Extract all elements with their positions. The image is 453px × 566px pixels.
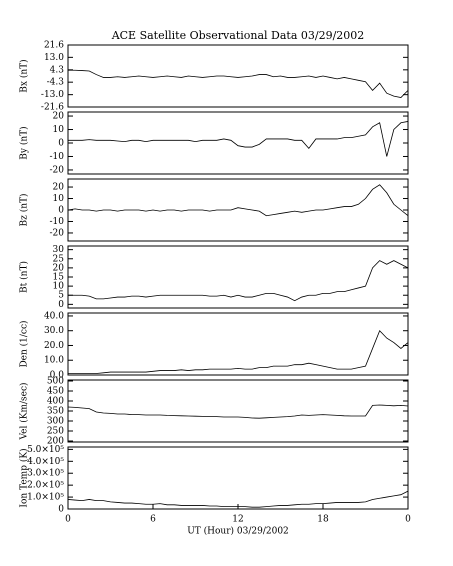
y-tick-label: 0 <box>58 206 64 216</box>
y-tick-label: 30 <box>53 245 65 255</box>
y-tick-label: -10 <box>50 152 65 162</box>
y-tick-label: 3.0×10⁵ <box>27 469 64 479</box>
y-tick-label: -4.3 <box>47 78 65 88</box>
y-tick-label: 400 <box>47 397 64 407</box>
y-tick-label: 25 <box>53 254 65 264</box>
panel-frame <box>67 178 409 242</box>
x-tick-label: 12 <box>232 515 243 525</box>
y-axis-label: Bz (nT) <box>19 193 30 226</box>
y-tick-label: 0 <box>58 300 64 310</box>
y-tick-label: 30.0 <box>44 326 64 336</box>
y-tick-label: 20 <box>53 112 65 122</box>
y-axis-label: Den (1/cc) <box>19 320 30 367</box>
data-line <box>68 329 409 374</box>
y-tick-label: 40.0 <box>44 311 64 321</box>
y-tick-label: 10 <box>53 282 65 292</box>
y-tick-label: 10 <box>53 194 65 204</box>
y-tick-label: 200 <box>47 437 64 447</box>
y-tick-label: -13.0 <box>41 90 64 100</box>
y-tick-label: 250 <box>47 427 64 437</box>
panel-frame <box>67 379 409 443</box>
y-tick-label: 450 <box>47 387 64 397</box>
y-tick-label: 0 <box>58 505 64 515</box>
y-tick-label: 500 <box>47 377 64 387</box>
chart-title: ACE Satellite Observational Data 03/29/2… <box>111 29 365 42</box>
data-line <box>67 490 409 508</box>
panel-frame <box>67 245 409 309</box>
y-tick-label: 20 <box>53 183 65 193</box>
y-tick-label: 13.0 <box>44 53 64 63</box>
y-tick-label: 300 <box>47 417 64 427</box>
x-tick-label: 18 <box>317 515 329 525</box>
data-line <box>68 260 409 302</box>
y-tick-label: 20 <box>53 263 65 273</box>
y-tick-label: -10 <box>50 217 65 227</box>
panel-frame <box>67 312 409 376</box>
y-tick-label: -20 <box>50 165 65 175</box>
y-tick-label: 4.3 <box>50 65 65 75</box>
y-tick-label: 4.0×10⁵ <box>27 457 64 467</box>
y-tick-label: 20.0 <box>44 341 64 351</box>
x-tick-label: 0 <box>405 515 411 525</box>
y-axis-label: Bt (nT) <box>19 261 30 293</box>
data-line <box>68 69 409 98</box>
y-tick-label: 2.0×10⁵ <box>27 481 64 491</box>
x-tick-label: 6 <box>150 515 156 525</box>
y-axis-label: By (nT) <box>19 126 30 159</box>
y-tick-label: 0.0 <box>50 371 65 381</box>
y-tick-label: 350 <box>47 407 64 417</box>
y-tick-label: 10 <box>53 125 65 135</box>
y-axis-label: Bx (nT) <box>19 59 30 92</box>
y-axis-label: Ion Temp (K) <box>19 448 30 507</box>
y-tick-label: -21.6 <box>41 103 64 113</box>
data-line <box>67 184 409 217</box>
data-line <box>68 121 409 157</box>
y-tick-label: 5 <box>58 291 64 301</box>
x-tick-label: 0 <box>65 515 71 525</box>
y-tick-label: -20 <box>50 228 65 238</box>
data-line <box>67 404 409 419</box>
panel-frame <box>67 111 409 175</box>
x-axis-label: UT (Hour) 03/29/2002 <box>187 526 289 537</box>
y-tick-label: 21.6 <box>44 41 64 51</box>
y-tick-label: 10.0 <box>44 356 64 366</box>
y-tick-label: 1.0×10⁵ <box>27 493 64 503</box>
y-axis-label: Vel (Km/sec) <box>19 382 30 440</box>
panel-frame <box>67 446 409 510</box>
y-tick-label: 5.0×10⁵ <box>27 445 64 455</box>
y-tick-label: 0 <box>58 139 64 149</box>
y-tick-label: 15 <box>53 273 65 283</box>
panel-frame <box>67 44 409 108</box>
